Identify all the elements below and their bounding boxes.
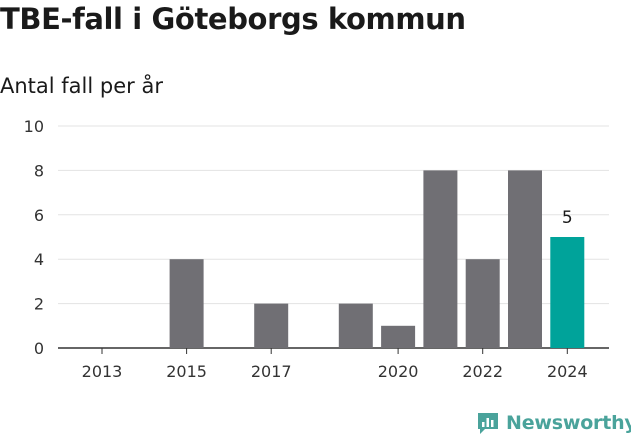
bar-2023	[508, 170, 542, 348]
y-tick-label: 4	[34, 250, 44, 269]
x-tick-label: 2022	[462, 362, 503, 381]
brand-logo: Newsworthy	[476, 408, 631, 438]
chart-subtitle: Antal fall per år	[0, 74, 163, 98]
y-axis-ticks: 0 2 4 6 8 10	[24, 117, 44, 358]
brand-name: Newsworthy	[506, 412, 631, 434]
bar-2021	[423, 170, 458, 348]
bar-2017	[254, 303, 289, 348]
bar-2024	[550, 237, 585, 348]
y-tick-label: 8	[34, 161, 44, 180]
x-tick-label: 2020	[378, 362, 419, 381]
newsworthy-logo-icon	[478, 413, 498, 434]
data-labels: 5	[562, 208, 573, 228]
x-tick-label: 2024	[547, 362, 588, 381]
bar-2020	[381, 325, 416, 348]
y-tick-label: 6	[34, 206, 44, 225]
x-tick-label: 2017	[251, 362, 292, 381]
bar-2022	[465, 259, 500, 348]
bars	[169, 170, 585, 348]
bar-2015	[169, 259, 204, 348]
chart-title: TBE-fall i Göteborgs kommun	[0, 2, 466, 36]
x-tick-label: 2013	[82, 362, 123, 381]
y-tick-label: 10	[24, 117, 44, 136]
y-tick-label: 2	[34, 295, 44, 314]
bar-chart: 0 2 4 6 8 10 2013 2015 2017 2020 2022 2024 5	[24, 117, 609, 381]
data-label-2024: 5	[562, 208, 573, 228]
x-axis-ticks: 2013 2015 2017 2020 2022 2024	[82, 348, 588, 381]
bar-2019	[338, 303, 373, 348]
y-tick-label: 0	[34, 339, 44, 358]
x-tick-label: 2015	[166, 362, 207, 381]
